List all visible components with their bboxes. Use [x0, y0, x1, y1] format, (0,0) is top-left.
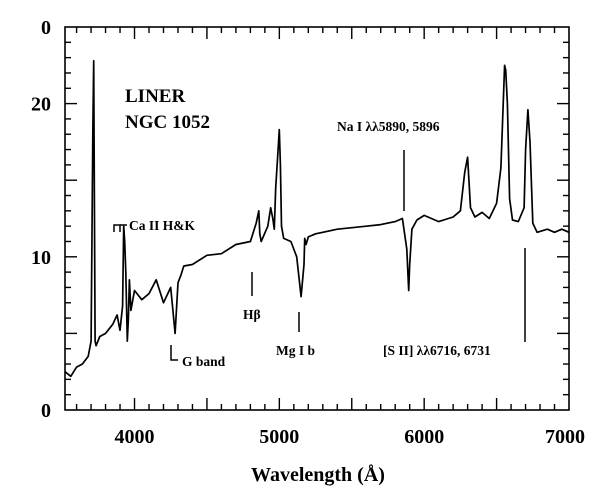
annotations: Ca II H&K G band Hβ Mg I b Na I λλ5890, … — [129, 119, 491, 369]
annotation-lines — [113, 150, 526, 361]
annotation-g-band: G band — [182, 354, 226, 369]
annotation-h-beta: Hβ — [243, 307, 261, 322]
x-tick-label-4000: 4000 — [115, 426, 155, 448]
y-tick-label-20: 20 — [31, 94, 51, 116]
plot-frame — [64, 26, 570, 411]
chart-title: LINER NGC 1052 — [125, 86, 210, 133]
annotation-s-ii: [S II] λλ6716, 6731 — [383, 343, 491, 358]
annotation-mg-i-b: Mg I b — [276, 343, 315, 358]
g-band-leader — [170, 345, 178, 361]
chart-title-line-1: LINER — [125, 86, 185, 107]
x-axis-label: Wavelength (Å) — [251, 463, 385, 486]
x-tick-label-5000: 5000 — [259, 426, 299, 448]
axis-ticks — [65, 27, 569, 410]
ca-ii-bracket — [113, 224, 121, 232]
chart-title-line-2: NGC 1052 — [125, 112, 210, 133]
x-tick-label-7000: 7000 — [545, 426, 585, 448]
x-tick-label-6000: 6000 — [404, 426, 444, 448]
annotation-na-i: Na I λλ5890, 5896 — [337, 119, 440, 134]
axis-tick-labels: 4000 5000 6000 7000 0 10 20 0 — [31, 17, 585, 448]
y-tick-label-10: 10 — [31, 247, 51, 269]
spectrum-line — [64, 59, 570, 378]
annotation-ca-ii: Ca II H&K — [129, 218, 196, 233]
y-tick-label-0: 0 — [41, 400, 51, 422]
y-top-label: 0 — [41, 17, 51, 39]
